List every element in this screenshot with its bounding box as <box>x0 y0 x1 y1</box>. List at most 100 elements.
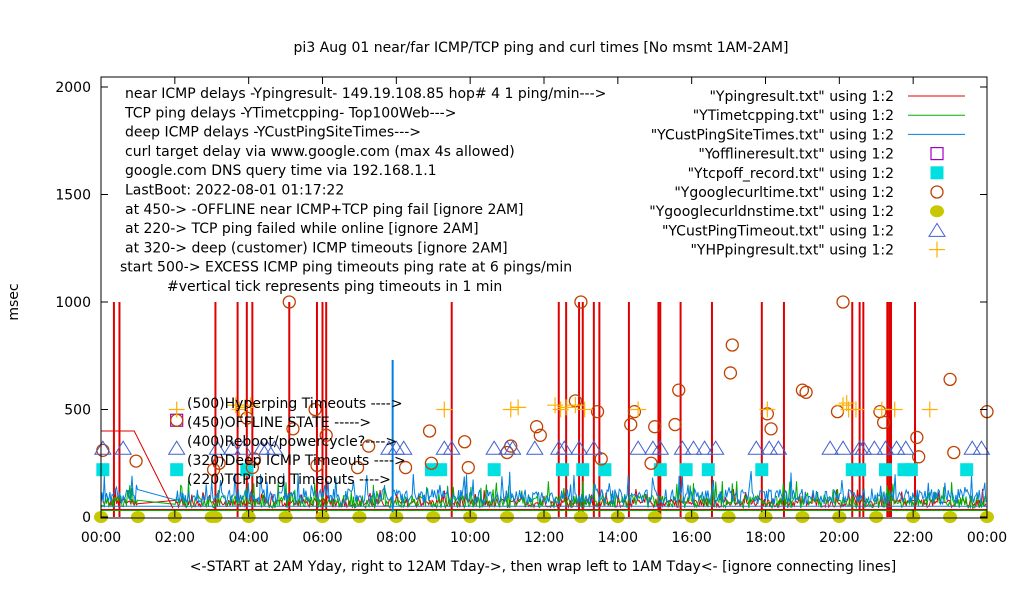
x-tick-label: 22:00 <box>893 530 933 546</box>
y-tick-label: 2000 <box>55 80 91 96</box>
data-point <box>310 458 324 473</box>
legend-label: "Yofflineresult.txt" using 1:2 <box>698 147 894 163</box>
data-point <box>904 463 918 477</box>
data-point <box>721 511 736 523</box>
data-point <box>529 420 544 434</box>
data-point <box>668 417 682 432</box>
data-point <box>282 295 296 309</box>
data-point <box>555 463 569 477</box>
x-tick-label: 12:00 <box>524 530 564 546</box>
data-point <box>394 440 413 455</box>
y-tick-label: 1500 <box>55 188 91 204</box>
x-axis-label: <-START at 2AM Yday, right to 12AM Tday-… <box>190 559 896 575</box>
data-point <box>500 511 515 523</box>
data-point <box>286 422 300 436</box>
data-point <box>943 372 957 387</box>
data-point <box>769 440 788 455</box>
legend-label: "YCustPingTimeout.txt" using 1:2 <box>662 223 894 239</box>
y-tick-label: 1000 <box>55 295 91 311</box>
data-point <box>487 463 501 477</box>
x-tick-label: 20:00 <box>819 530 859 546</box>
data-point <box>426 511 441 523</box>
data-point <box>624 417 638 432</box>
data-point <box>510 399 527 416</box>
legend-entry: "YCustPingSiteTimes.txt" using 1:2 <box>651 127 965 143</box>
data-point <box>759 401 776 418</box>
data-point <box>960 463 974 477</box>
legend-entry: "YTimetcpping.txt" using 1:2 <box>693 108 965 124</box>
data-point <box>594 452 608 466</box>
data-point <box>644 456 658 470</box>
legend-label: "Ygooglecurltime.txt" using 1:2 <box>674 185 894 201</box>
annotation-line: at 450-> -OFFLINE near ICMP+TCP ping fai… <box>125 202 524 218</box>
data-point <box>947 445 961 460</box>
data-point <box>869 511 884 523</box>
x-tick-label: 16:00 <box>671 530 711 546</box>
data-point <box>876 415 891 430</box>
data-point <box>648 420 662 434</box>
data-point <box>921 401 938 418</box>
legend-entry: "Ygooglecurltime.txt" using 1:2 <box>674 185 944 201</box>
legend-entry: "Yofflineresult.txt" using 1:2 <box>698 147 944 163</box>
series-2 <box>101 360 987 517</box>
data-point <box>240 411 254 425</box>
data-point <box>836 295 850 309</box>
data-point <box>653 463 667 477</box>
data-point <box>424 456 439 470</box>
data-point <box>96 463 110 477</box>
legend-swatch <box>930 166 944 180</box>
legend-label: "Ypingresult.txt" using 1:2 <box>709 89 894 105</box>
data-point <box>876 440 895 455</box>
data-point <box>854 440 873 455</box>
data-point <box>838 395 855 412</box>
data-point <box>352 511 367 523</box>
level-label: (450)OFFLINE STATE -----> <box>187 415 371 431</box>
annotation-line: at 320-> deep (customer) ICMP timeouts [… <box>125 240 508 256</box>
annotation-line: TCP ping delays -YTimetcpping- Top100Web… <box>124 105 456 121</box>
y-axis-label: msec <box>6 283 22 320</box>
legend: "Ypingresult.txt" using 1:2 "YTimetcpping… <box>649 89 965 259</box>
data-point <box>679 463 693 477</box>
legend-swatch <box>930 147 944 161</box>
data-point <box>723 366 738 380</box>
data-point <box>795 511 810 523</box>
data-point <box>555 440 574 455</box>
data-point <box>701 463 715 477</box>
data-point <box>627 404 642 419</box>
data-point <box>130 511 145 523</box>
data-point <box>503 440 522 455</box>
data-point <box>573 511 588 523</box>
data-point <box>574 295 588 309</box>
data-point <box>361 439 376 453</box>
y-tick-label: 500 <box>64 403 91 419</box>
legend-entry: "Ygooglecurldnstime.txt" using 1:2 <box>649 204 944 220</box>
data-point <box>963 440 982 455</box>
data-point <box>350 460 365 475</box>
data-point <box>672 383 686 397</box>
annotation-block: near ICMP delays -Ypingresult- 149.19.10… <box>120 86 606 295</box>
data-point <box>93 440 112 455</box>
data-point <box>208 440 227 455</box>
data-point <box>129 454 143 468</box>
data-point <box>576 401 593 418</box>
legend-swatch <box>930 185 944 199</box>
data-point <box>747 440 766 455</box>
x-tick-label: 14:00 <box>598 530 638 546</box>
data-point <box>651 440 670 455</box>
x-tick-label: 02:00 <box>155 530 195 546</box>
data-point <box>436 401 453 418</box>
legend-swatch <box>929 241 945 258</box>
data-point <box>630 401 647 418</box>
x-tick-label: 06:00 <box>302 530 342 546</box>
legend-label: "YCustPingSiteTimes.txt" using 1:2 <box>651 127 894 143</box>
data-point <box>234 440 253 455</box>
data-point <box>912 450 926 464</box>
x-tick-label: 08:00 <box>376 530 416 546</box>
data-point <box>223 440 241 455</box>
legend-label: "Ygooglecurldnstime.txt" using 1:2 <box>649 204 894 220</box>
data-point <box>319 428 333 442</box>
data-point <box>764 422 778 436</box>
data-point <box>208 511 223 523</box>
annotation-line: #vertical tick represents ping timeouts … <box>167 279 502 295</box>
